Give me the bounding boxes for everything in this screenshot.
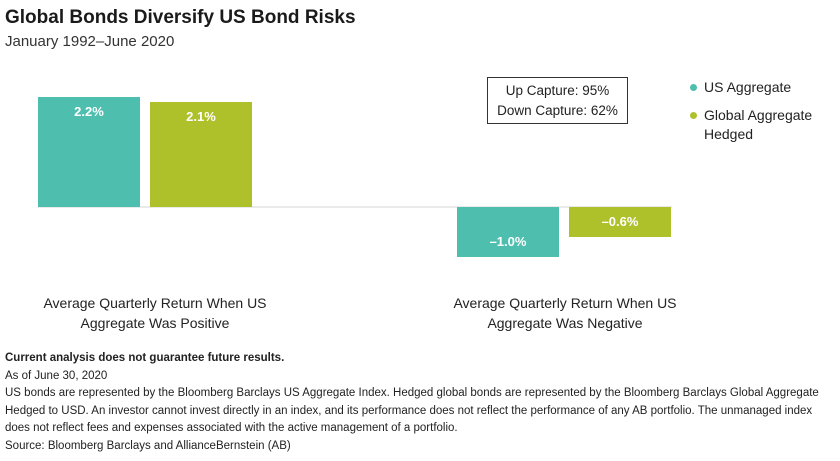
group-label-negative-line1: Average Quarterly Return When US <box>453 295 677 311</box>
methodology-note: US bonds are represented by the Bloomber… <box>5 387 819 434</box>
bar-global-aggregate-hedged-negative <box>569 207 671 237</box>
legend-item-us-aggregate: US Aggregate <box>690 78 840 97</box>
group-label-positive-line2: Aggregate Was Positive <box>80 315 230 331</box>
legend: US Aggregate Global Aggregate Hedged <box>690 78 840 153</box>
legend-swatch-us-aggregate <box>690 84 697 91</box>
down-capture-text: Down Capture: 62% <box>497 103 618 118</box>
legend-label-global-aggregate-line1: Global Aggregate <box>704 107 813 123</box>
group-label-negative-line2: Aggregate Was Negative <box>487 315 643 331</box>
data-label-us-aggregate-negative: –1.0% <box>490 234 527 249</box>
bar-us-aggregate-negative <box>457 207 559 257</box>
chart-title: Global Bonds Diversify US Bond Risks <box>5 7 356 28</box>
capture-annotation: Up Capture: 95% Down Capture: 62% <box>487 77 628 124</box>
data-label-us-aggregate-positive: 2.2% <box>74 104 104 119</box>
legend-label-global-aggregate-line2: Hedged <box>704 126 754 142</box>
up-capture-text: Up Capture: 95% <box>505 83 610 98</box>
source-note: Source: Bloomberg Barclays and AllianceB… <box>5 439 291 452</box>
chart-subtitle: January 1992–June 2020 <box>5 33 175 50</box>
bar-chart: 2.2% 2.1% –1.0% –0.6% <box>38 97 672 257</box>
bar-global-aggregate-hedged-positive <box>150 102 252 207</box>
legend-swatch-global-aggregate-hedged <box>690 112 697 119</box>
disclaimer-text: Current analysis does not guarantee futu… <box>5 352 285 364</box>
group-label-positive: Average Quarterly Return When US Aggrega… <box>5 293 305 333</box>
data-label-global-aggregate-hedged-negative: –0.6% <box>602 214 639 229</box>
bar-us-aggregate-positive <box>38 97 140 207</box>
legend-label-us-aggregate: US Aggregate <box>704 79 792 95</box>
data-label-global-aggregate-hedged-positive: 2.1% <box>186 109 216 124</box>
group-label-negative: Average Quarterly Return When US Aggrega… <box>415 293 715 333</box>
group-label-positive-line1: Average Quarterly Return When US <box>43 295 267 311</box>
legend-item-global-aggregate-hedged: Global Aggregate Hedged <box>690 106 840 144</box>
as-of-date: As of June 30, 2020 <box>5 369 108 382</box>
footnotes: Current analysis does not guarantee futu… <box>5 350 835 455</box>
